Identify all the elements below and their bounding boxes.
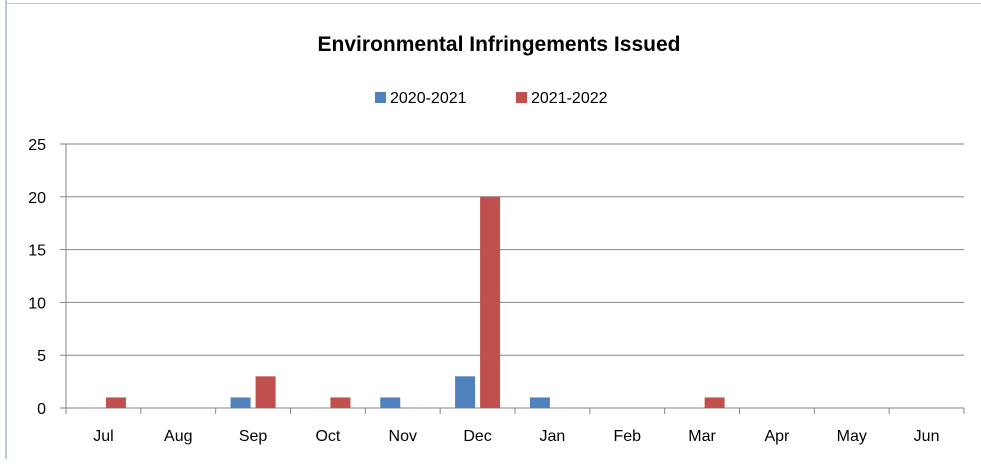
x-tick-label: Apr (764, 428, 790, 445)
legend-label-2020-2021: 2020-2021 (390, 90, 467, 107)
x-tick-label: Oct (315, 428, 340, 445)
x-tick-label: Aug (164, 428, 192, 445)
bar-2021-2022-Oct (330, 397, 351, 408)
x-tick-label: Mar (688, 428, 716, 445)
legend-swatch-2021-2022 (516, 92, 527, 103)
y-tick-label: 5 (37, 348, 46, 365)
bar-2021-2022-Dec (480, 196, 501, 408)
x-tick-label: Jun (914, 428, 940, 445)
legend-label-2021-2022: 2021-2022 (531, 90, 608, 107)
bar-2020-2021-Nov (380, 397, 401, 408)
x-tick-label: Jul (93, 428, 113, 445)
x-tick-label: Dec (463, 428, 491, 445)
bar-2020-2021-Sep (230, 397, 251, 408)
x-tick-label: Sep (239, 428, 268, 445)
legend-swatch-2020-2021 (375, 92, 386, 103)
y-tick-label: 25 (28, 137, 46, 154)
x-tick-label: May (837, 428, 867, 445)
x-tick-label: Nov (389, 428, 417, 445)
x-tick-label: Jan (540, 428, 566, 445)
chart-title: Environmental Infringements Issued (318, 33, 681, 56)
legend: 2020-2021 2021-2022 (375, 90, 608, 107)
bar-2021-2022-Sep (255, 376, 276, 408)
bar-2021-2022-Mar (704, 397, 725, 408)
bars (105, 196, 725, 408)
y-tick-label: 15 (28, 243, 46, 260)
y-axis: 0 5 10 15 20 25 (28, 137, 67, 418)
bar-2021-2022-Jul (105, 397, 126, 408)
y-tick-label: 0 (37, 401, 46, 418)
bar-2020-2021-Jan (529, 397, 550, 408)
y-tick-label: 20 (28, 190, 46, 207)
x-axis: Jul Aug Sep Oct Nov Dec Jan Feb Mar Apr May Jun (65, 407, 965, 445)
x-tick-label: Feb (613, 428, 641, 445)
gridlines (66, 143, 964, 356)
y-tick-label: 10 (28, 295, 46, 312)
bar-2020-2021-Dec (455, 376, 476, 408)
